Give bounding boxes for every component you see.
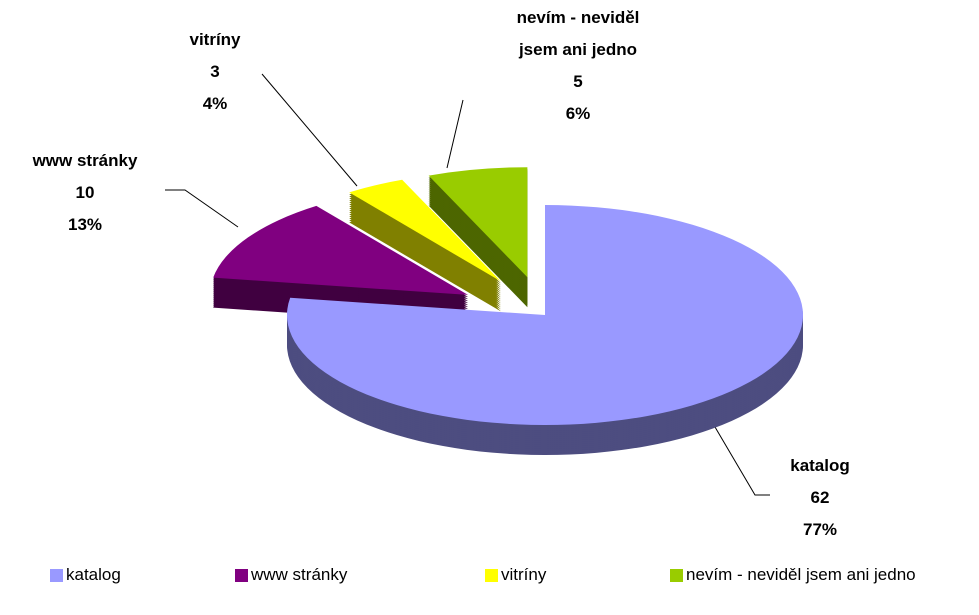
label-percent: 4%	[202, 94, 228, 113]
slice	[287, 205, 804, 425]
label-name: nevím - neviděl jsem ani jedno	[516, 8, 640, 59]
label-name: katalog	[790, 456, 850, 475]
label-name: www stránky	[32, 151, 138, 170]
legend-item: katalog	[50, 565, 121, 585]
legend-item: www stránky	[235, 565, 347, 585]
legend-label: nevím - neviděl jsem ani jedno	[686, 565, 916, 584]
label-value: 10	[75, 183, 95, 202]
label-value: 62	[810, 488, 830, 507]
legend-label: katalog	[66, 565, 121, 584]
legend-label: www stránky	[251, 565, 348, 584]
legend-label: vitríny	[501, 565, 547, 584]
legend-item: vitríny	[485, 565, 546, 585]
data-label: nevím - neviděl jsem ani jedno 5 6%	[498, 2, 658, 130]
slice	[349, 179, 501, 282]
slice	[428, 167, 528, 278]
data-label: vitríny 3 4%	[165, 24, 265, 120]
legend-swatch	[50, 568, 63, 582]
legend-swatch	[670, 568, 683, 582]
label-percent: 13%	[67, 215, 103, 234]
label-percent: 77%	[802, 520, 838, 539]
leader-line	[261, 73, 358, 187]
legend-swatch	[485, 568, 498, 582]
slice	[213, 205, 469, 295]
data-label: www stránky 10 13%	[0, 145, 170, 241]
legend-item: nevím - neviděl jsem ani jedno	[670, 565, 916, 585]
leader-line	[446, 99, 464, 169]
leader-line	[714, 426, 770, 496]
label-name: vitríny	[189, 30, 241, 49]
leader-line	[165, 189, 239, 228]
label-value: 3	[210, 62, 220, 81]
data-label: katalog 62 77%	[745, 450, 895, 546]
legend-swatch	[235, 568, 248, 582]
label-percent: 6%	[565, 104, 591, 123]
label-value: 5	[573, 72, 583, 91]
